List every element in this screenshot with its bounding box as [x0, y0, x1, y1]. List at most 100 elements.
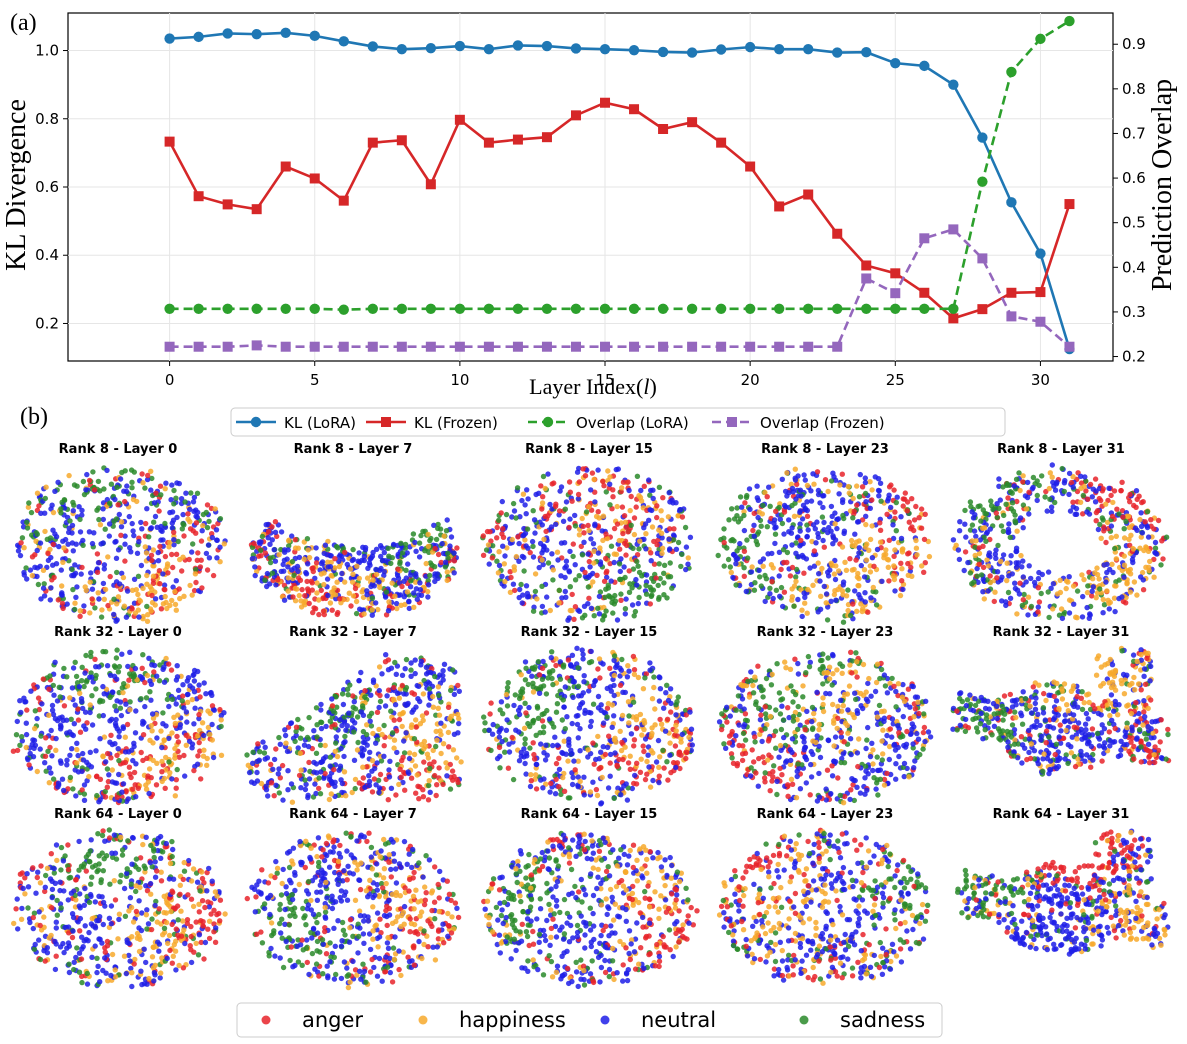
tsne-point [383, 589, 390, 595]
tsne-point [1121, 562, 1128, 568]
tsne-point [1132, 525, 1139, 531]
tsne-point [1090, 584, 1097, 590]
tsne-point [905, 572, 911, 578]
tsne-point [367, 749, 373, 755]
tsne-point [499, 573, 505, 579]
tsne-point [371, 776, 378, 782]
tsne-point [29, 532, 35, 538]
tsne-point [344, 561, 350, 568]
tsne-point [787, 573, 794, 579]
tsne-point [647, 667, 653, 673]
data-point [367, 41, 378, 52]
tsne-point [157, 581, 163, 587]
tsne-point [884, 511, 890, 517]
tsne-point [381, 572, 387, 579]
tsne-point [560, 697, 566, 703]
tsne-point [193, 520, 200, 526]
tsne-point [549, 649, 555, 655]
tsne-point [784, 549, 791, 556]
tsne-point [795, 473, 801, 479]
tsne-point [577, 778, 583, 785]
panel-label-a: (a) [10, 10, 37, 36]
tsne-point [191, 587, 198, 594]
tsne-point [413, 724, 419, 730]
tsne-point [134, 498, 140, 505]
tsne-point [789, 564, 796, 571]
tsne-point [595, 666, 601, 672]
tsne-point [876, 493, 882, 499]
tsne-point [1007, 595, 1014, 601]
tsne-point [597, 675, 603, 681]
tsne-point [630, 699, 637, 705]
tsne-point [408, 578, 414, 584]
tsne-point [672, 743, 679, 749]
tsne-point [814, 469, 821, 475]
tsne-point [291, 572, 297, 578]
tsne-point [67, 752, 73, 758]
tsne-point [585, 747, 591, 753]
tsne-point [98, 541, 104, 547]
tsne-point [793, 578, 799, 585]
tsne-point [396, 716, 403, 723]
tsne-point [131, 469, 137, 475]
tsne-point [409, 690, 415, 696]
tsne-point [657, 575, 663, 582]
tsne-point [206, 555, 213, 561]
tsne-point [670, 532, 677, 538]
tsne-point [810, 582, 816, 588]
tsne-point [614, 662, 620, 669]
tsne-point [427, 572, 433, 579]
tsne-point [574, 645, 580, 651]
tsne-point [826, 524, 832, 531]
tsne-point [401, 578, 407, 584]
tsne-point [69, 685, 76, 691]
tsne-point [67, 774, 74, 781]
tsne-point [417, 587, 424, 593]
data-point [774, 341, 785, 352]
tsne-point [530, 608, 537, 614]
tsne-point [631, 743, 637, 749]
tsne-point [432, 673, 438, 680]
tsne-point [665, 514, 672, 520]
tsne-point [210, 572, 217, 579]
tsne-point [179, 526, 185, 532]
tsne-point [618, 591, 624, 597]
tsne-point [83, 652, 89, 659]
tsne-point [802, 477, 808, 483]
tsne-point [562, 588, 568, 595]
tsne-point [1130, 559, 1136, 566]
tsne-point [569, 652, 576, 658]
tsne-point [741, 548, 748, 554]
data-point [890, 268, 901, 279]
tsne-point [678, 739, 684, 745]
tsne-point [129, 606, 135, 612]
tsne-point [192, 571, 199, 577]
tsne-point [374, 709, 381, 715]
tsne-point [423, 560, 429, 567]
tsne-point [114, 484, 120, 490]
tsne-point [174, 766, 180, 773]
tsne-point [576, 479, 583, 485]
tsne-point [23, 720, 29, 726]
tsne-point [252, 572, 258, 579]
tsne-point [597, 561, 604, 567]
tsne-point [744, 537, 750, 543]
tsne-point [616, 537, 622, 544]
tsne-point [913, 537, 919, 544]
tsne-point [448, 534, 455, 540]
tsne-point [100, 683, 106, 690]
tsne-point [797, 528, 803, 534]
tsne-point [432, 772, 438, 779]
tsne-point [582, 473, 589, 479]
tsne-point [364, 575, 371, 581]
tsne-point [194, 490, 201, 496]
tsne-point [532, 588, 539, 595]
tsne-point [121, 603, 128, 609]
tsne-point [957, 519, 963, 525]
tsne-point [786, 529, 792, 535]
tsne-point [519, 600, 525, 606]
tsne-point [101, 566, 108, 572]
tsne-point [611, 559, 617, 566]
tsne-point [757, 574, 763, 580]
data-point [687, 341, 698, 352]
